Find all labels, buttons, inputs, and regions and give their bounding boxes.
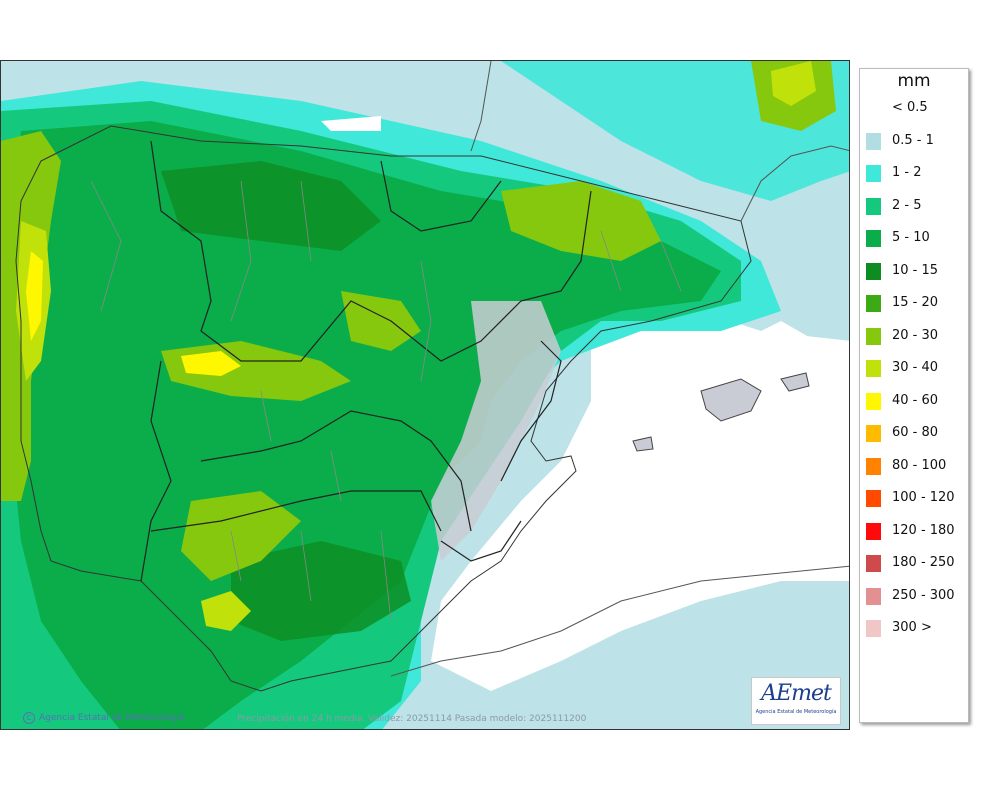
region-borders-3: [200, 410, 472, 532]
zone-10-15-south: [231, 541, 411, 641]
region-borders-5: [380, 160, 502, 232]
zone-10-15-north: [161, 161, 381, 251]
zone-30-40-south: [201, 591, 251, 631]
region-borders-2: [140, 360, 172, 582]
legend-item: 5 - 10: [864, 229, 964, 248]
legend-label: 1 - 2: [892, 165, 922, 180]
legend-label: 80 - 100: [892, 457, 947, 473]
legend-swatch: [866, 360, 881, 377]
legend-item: 30 - 40: [864, 359, 964, 378]
legend-item: 120 - 180: [864, 522, 964, 541]
map-caption: Precipitación en 24 h media. Validez: 20…: [237, 714, 587, 724]
legend-swatch: [866, 490, 881, 507]
legend-item: 180 - 250: [864, 554, 964, 573]
mallorca: [700, 378, 762, 422]
legend-swatch: [866, 230, 881, 247]
region-borders-4: [150, 490, 442, 532]
legend-item: 2 - 5: [864, 197, 964, 216]
legend-swatch: [866, 262, 881, 280]
legend-label: 100 - 120: [892, 490, 955, 505]
region-borders-6: [500, 340, 562, 482]
legend-item: 40 - 60: [864, 392, 964, 411]
legend-label: 0.5 - 1: [892, 132, 934, 148]
legend-title: mm: [897, 71, 931, 91]
zone-30-40-alps: [771, 61, 816, 106]
zone-40-60-galicia: [26, 251, 43, 341]
legend-label: 180 - 250: [892, 555, 955, 570]
legend-swatch: [866, 425, 881, 442]
dry-patch-sea: [321, 116, 381, 131]
legend-item: 300 >: [864, 619, 964, 638]
france-coast: [470, 61, 492, 152]
legend-swatch: [866, 620, 881, 637]
gulf-of-lion-coast: [740, 145, 849, 222]
legend-item: 80 - 100: [864, 457, 964, 476]
legend-item: 0.5 - 1: [864, 132, 964, 151]
credit-label: Agencia Estatal de Meteorología: [39, 713, 185, 723]
province-borders: [90, 180, 682, 622]
legend-label: 30 - 40: [892, 360, 939, 375]
precipitation-legend: mm < 0.5 0.5 - 1 1 - 2 2 - 5 5 - 10 10 - 15 15…: [859, 68, 969, 723]
legend-swatch: [866, 165, 881, 182]
legend-swatch: [866, 587, 881, 605]
logo-text: AEmet: [761, 681, 832, 706]
legend-label: 120 - 180: [892, 522, 955, 538]
legend-swatch: [866, 555, 881, 572]
legend-swatch: [866, 327, 881, 345]
zone-40-60-central: [181, 351, 241, 376]
legend-label: 15 - 20: [892, 295, 939, 310]
zone-20-30-pyrenees: [501, 181, 661, 261]
peninsula-coastline: [15, 125, 752, 692]
legend-swatch: [866, 132, 881, 150]
legend-label: 2 - 5: [892, 197, 922, 213]
aemet-logo: AEmet Agencia Estatal de Meteorología: [751, 677, 841, 725]
legend-swatch: [866, 197, 881, 215]
legend-swatch: [866, 100, 881, 117]
region-borders-7: [440, 520, 522, 562]
zone-1-2-north: [1, 61, 849, 201]
copyright-icon: C: [23, 712, 35, 724]
legend-label: 300 >: [892, 620, 932, 635]
legend-item: 60 - 80: [864, 424, 964, 443]
menorca: [780, 372, 810, 392]
africa-coastline: [390, 565, 849, 677]
legend-label: 5 - 10: [892, 230, 930, 245]
legend-item: < 0.5: [864, 99, 964, 118]
legend-swatch: [866, 522, 881, 540]
legend-label: 10 - 15: [892, 262, 939, 278]
ibiza: [632, 436, 654, 452]
legend-label: 60 - 80: [892, 425, 939, 440]
map-canvas: [1, 61, 849, 729]
legend-swatch: [866, 295, 881, 312]
legend-swatch: [866, 392, 881, 410]
legend-item: 15 - 20: [864, 294, 964, 313]
legend-label: < 0.5: [892, 100, 928, 115]
legend-label: 40 - 60: [892, 392, 939, 408]
precipitation-map: C Agencia Estatal de Meteorología Precipi…: [0, 60, 850, 730]
zone-5-10: [11, 121, 721, 729]
legend-item: 100 - 120: [864, 489, 964, 508]
logo-subtitle: Agencia Estatal de Meteorología: [755, 709, 837, 715]
legend-item: 1 - 2: [864, 164, 964, 183]
legend-item: 20 - 30: [864, 327, 964, 346]
legend-label: 20 - 30: [892, 327, 939, 343]
legend-item: 250 - 300: [864, 587, 964, 606]
legend-item: 10 - 15: [864, 262, 964, 281]
credit-text: C Agencia Estatal de Meteorología: [23, 712, 185, 724]
legend-label: 250 - 300: [892, 587, 955, 603]
legend-swatch: [866, 457, 881, 475]
region-borders-1: [150, 140, 592, 362]
zone-20-30-south: [181, 491, 301, 581]
